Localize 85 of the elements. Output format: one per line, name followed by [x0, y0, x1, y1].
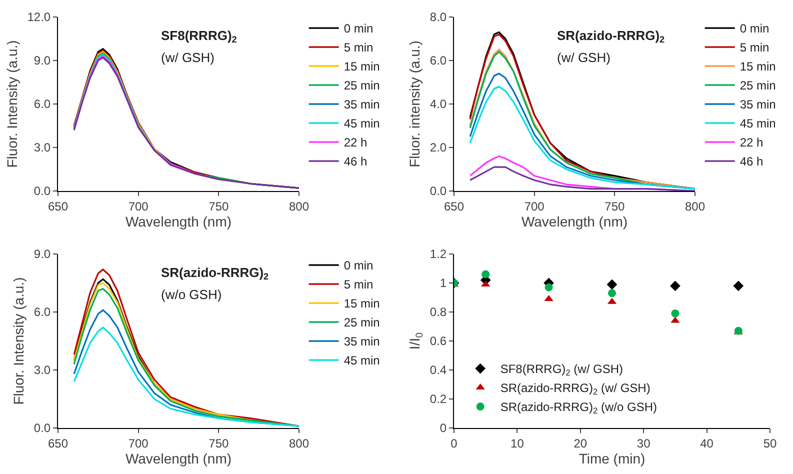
legend-label: 35 min — [344, 334, 380, 349]
x-tick-label: 750 — [604, 199, 625, 214]
legend-label: SF8(RRRG)$_{2}$ (w/ GSH) — [500, 362, 624, 378]
legend-label: SR(azido-RRRG)$_{2}$ (w/o GSH) — [500, 400, 658, 416]
legend-label: 35 min — [344, 98, 380, 112]
legend-label: 25 min — [740, 78, 776, 93]
y-tick-label: 0 — [440, 421, 447, 436]
x-tick-label: 40 — [700, 436, 714, 450]
legend-label: 35 min — [740, 98, 776, 112]
x-tick-label: 750 — [208, 199, 229, 214]
x-axis-title: Time (min) — [578, 450, 646, 467]
y-tick-label: 0.6 — [430, 334, 447, 348]
legend-label: 45 min — [344, 354, 380, 368]
legend-label: 5 min — [344, 40, 374, 55]
x-tick-label: 650 — [48, 199, 68, 214]
legend-label: 46 h — [740, 154, 764, 169]
y-tick-label: 6.0 — [34, 305, 51, 320]
x-tick-label: 10 — [510, 436, 524, 450]
x-tick-label: 750 — [208, 436, 229, 450]
legend-label: 15 min — [344, 60, 380, 74]
x-tick-label: 700 — [524, 199, 545, 214]
point — [671, 309, 680, 318]
y-tick-label: 2.0 — [430, 140, 447, 155]
legend-label: 15 min — [740, 60, 776, 74]
x-tick-label: 800 — [288, 199, 310, 214]
y-tick-label: 1.2 — [430, 247, 447, 262]
legend-label: 46 h — [344, 154, 368, 169]
annotation: (w/ GSH) — [557, 50, 610, 65]
y-tick-label: 0.2 — [430, 392, 447, 406]
x-tick-label: 700 — [128, 199, 149, 214]
y-tick-label: 8.0 — [430, 10, 447, 24]
legend-label: 45 min — [740, 116, 776, 131]
legend-label: 0 min — [344, 22, 374, 36]
annotation: SR(azido-RRRG)$_{2}$ — [161, 265, 269, 282]
y-tick-label: 9.0 — [34, 247, 51, 262]
legend-label: 5 min — [344, 278, 374, 292]
y-axis-title: Fluor. Intensity (a.u.) — [4, 40, 20, 168]
y-tick-label: 0.0 — [430, 184, 447, 198]
legend-label: 0 min — [740, 22, 770, 36]
y-tick-label: 3.0 — [34, 363, 51, 378]
point — [608, 289, 616, 298]
legend-label: 25 min — [344, 78, 380, 93]
y-tick-label: 12.0 — [27, 10, 51, 24]
point — [670, 280, 680, 292]
legend-label: 45 min — [344, 116, 380, 131]
x-tick-label: 30 — [636, 436, 651, 450]
x-tick-label: 800 — [288, 436, 310, 450]
y-tick-label: 4.0 — [430, 97, 447, 112]
legend-label: 25 min — [344, 316, 380, 330]
legend-label: 15 min — [344, 296, 380, 311]
x-tick-label: 20 — [574, 436, 588, 450]
y-tick-label: 3.0 — [34, 140, 51, 155]
x-tick-label: 800 — [684, 199, 706, 214]
x-axis-title: Wavelength (nm) — [125, 214, 232, 230]
y-tick-label: 6.0 — [430, 54, 447, 68]
legend-label: 0 min — [344, 258, 374, 273]
legend-label: 5 min — [740, 40, 770, 55]
point — [482, 270, 490, 278]
x-tick-label: 700 — [128, 436, 149, 450]
y-tick-label: 6.0 — [34, 97, 51, 112]
annotation: (w/ GSH) — [161, 50, 214, 65]
legend-label: 22 h — [740, 136, 764, 150]
legend-label: SR(azido-RRRG)$_{2}$ (w/ GSH) — [500, 381, 650, 397]
y-tick-label: 0.0 — [34, 184, 51, 198]
x-tick-label: 50 — [763, 436, 777, 450]
y-tick-label: 9.0 — [34, 54, 51, 68]
annotation: SR(azido-RRRG)$_{2}$ — [557, 28, 665, 45]
y-tick-label: 0.0 — [34, 421, 51, 436]
y-axis-title: Fluor. Intensity (a.u.) — [10, 277, 27, 405]
y-tick-label: 0.4 — [430, 363, 447, 378]
y-axis-title: Fluor. intensity (a.u.) — [406, 40, 423, 168]
point — [544, 283, 553, 292]
x-tick-label: 650 — [48, 436, 68, 450]
line-series — [469, 166, 695, 191]
point — [606, 279, 618, 290]
point — [733, 280, 744, 292]
x-tick-label: 0 — [450, 436, 458, 450]
x-axis-title: Wavelength (nm) — [125, 450, 232, 467]
x-tick-label: 650 — [444, 199, 464, 214]
annotation: SF8(RRRG)$_{2}$ — [161, 28, 237, 45]
annotation: (w/o GSH) — [161, 287, 222, 302]
x-axis-title: Wavelength (nm) — [521, 214, 628, 230]
y-tick-label: 1 — [440, 276, 447, 290]
legend-label: 22 h — [344, 136, 368, 150]
y-tick-label: 0.8 — [430, 305, 447, 320]
